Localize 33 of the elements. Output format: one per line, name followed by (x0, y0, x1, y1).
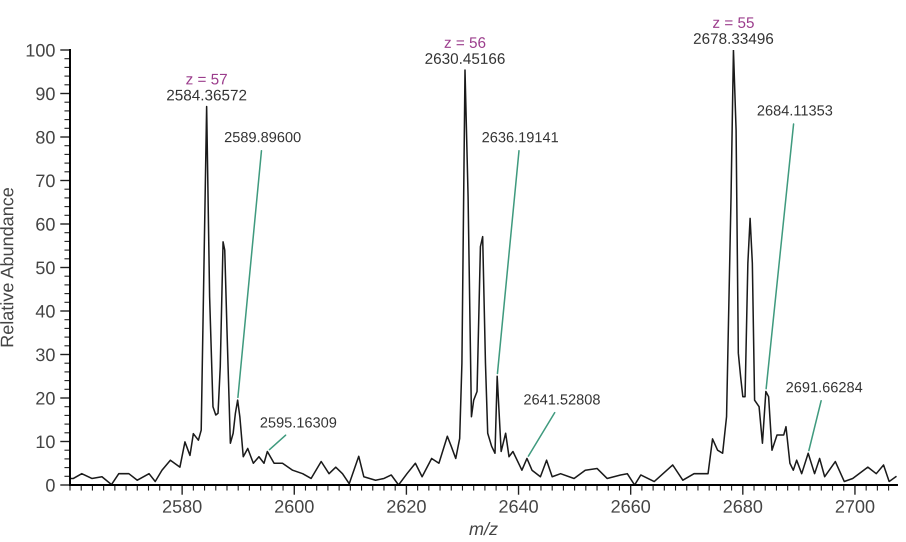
x-tick-label: 2700 (836, 500, 874, 513)
annotation: 2630.45166 (425, 53, 505, 64)
line-series (70, 50, 897, 485)
text: z = 55 (713, 17, 754, 28)
annotation: z = 57 (186, 74, 227, 85)
y-axis-title: Relative Abundance (0, 188, 14, 346)
annotation: 2595.16309 (260, 417, 336, 428)
annotation: 2641.52808 (524, 394, 600, 405)
x-axis-title: m/z (469, 522, 498, 536)
x-tick-label: 2660 (612, 500, 650, 513)
annotation: 2684.11353 (758, 105, 832, 116)
x-tick-label: 2580 (162, 500, 202, 513)
y-tick-label: 40 (36, 304, 55, 318)
x-tick-label: 2620 (387, 500, 426, 513)
annotation: 2584.36572 (167, 90, 246, 101)
y-tick-label: 90 (36, 87, 55, 100)
annotation: 2589.89600 (224, 132, 301, 142)
y-tick-label: 30 (36, 348, 55, 362)
annotation: 2678.33496 (694, 33, 774, 44)
y-tick-label: 60 (36, 218, 55, 231)
y-tick-label: 10 (36, 435, 55, 448)
y-tick-label: 50 (36, 261, 55, 274)
y-tick-label: 80 (36, 130, 55, 144)
y-tick-label: 70 (36, 174, 55, 188)
y-tick-label: 0 (46, 478, 55, 492)
text: z = 56 (444, 37, 486, 48)
annotation: 2636.19141 (482, 132, 558, 142)
x-tick-label: 2600 (275, 500, 314, 513)
y-tick-label: 20 (36, 392, 55, 405)
x-tick-label: 2680 (724, 500, 762, 513)
annotation: 2691.66284 (786, 382, 862, 392)
x-tick-label: 2640 (499, 500, 538, 513)
y-tick-label: 100 (26, 44, 55, 57)
